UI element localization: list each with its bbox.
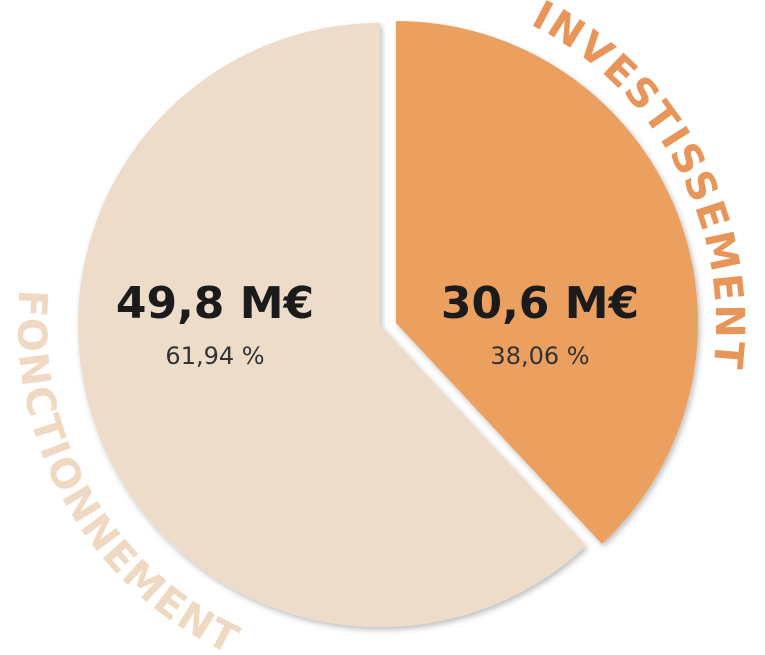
pie-slice (77, 23, 586, 628)
pie-slice (396, 21, 698, 544)
percent-label: 61,94 % (165, 342, 264, 370)
percent-label: 38,06 % (490, 342, 589, 370)
value-label: 30,6 M€ (441, 278, 639, 329)
value-label: 49,8 M€ (116, 278, 314, 329)
